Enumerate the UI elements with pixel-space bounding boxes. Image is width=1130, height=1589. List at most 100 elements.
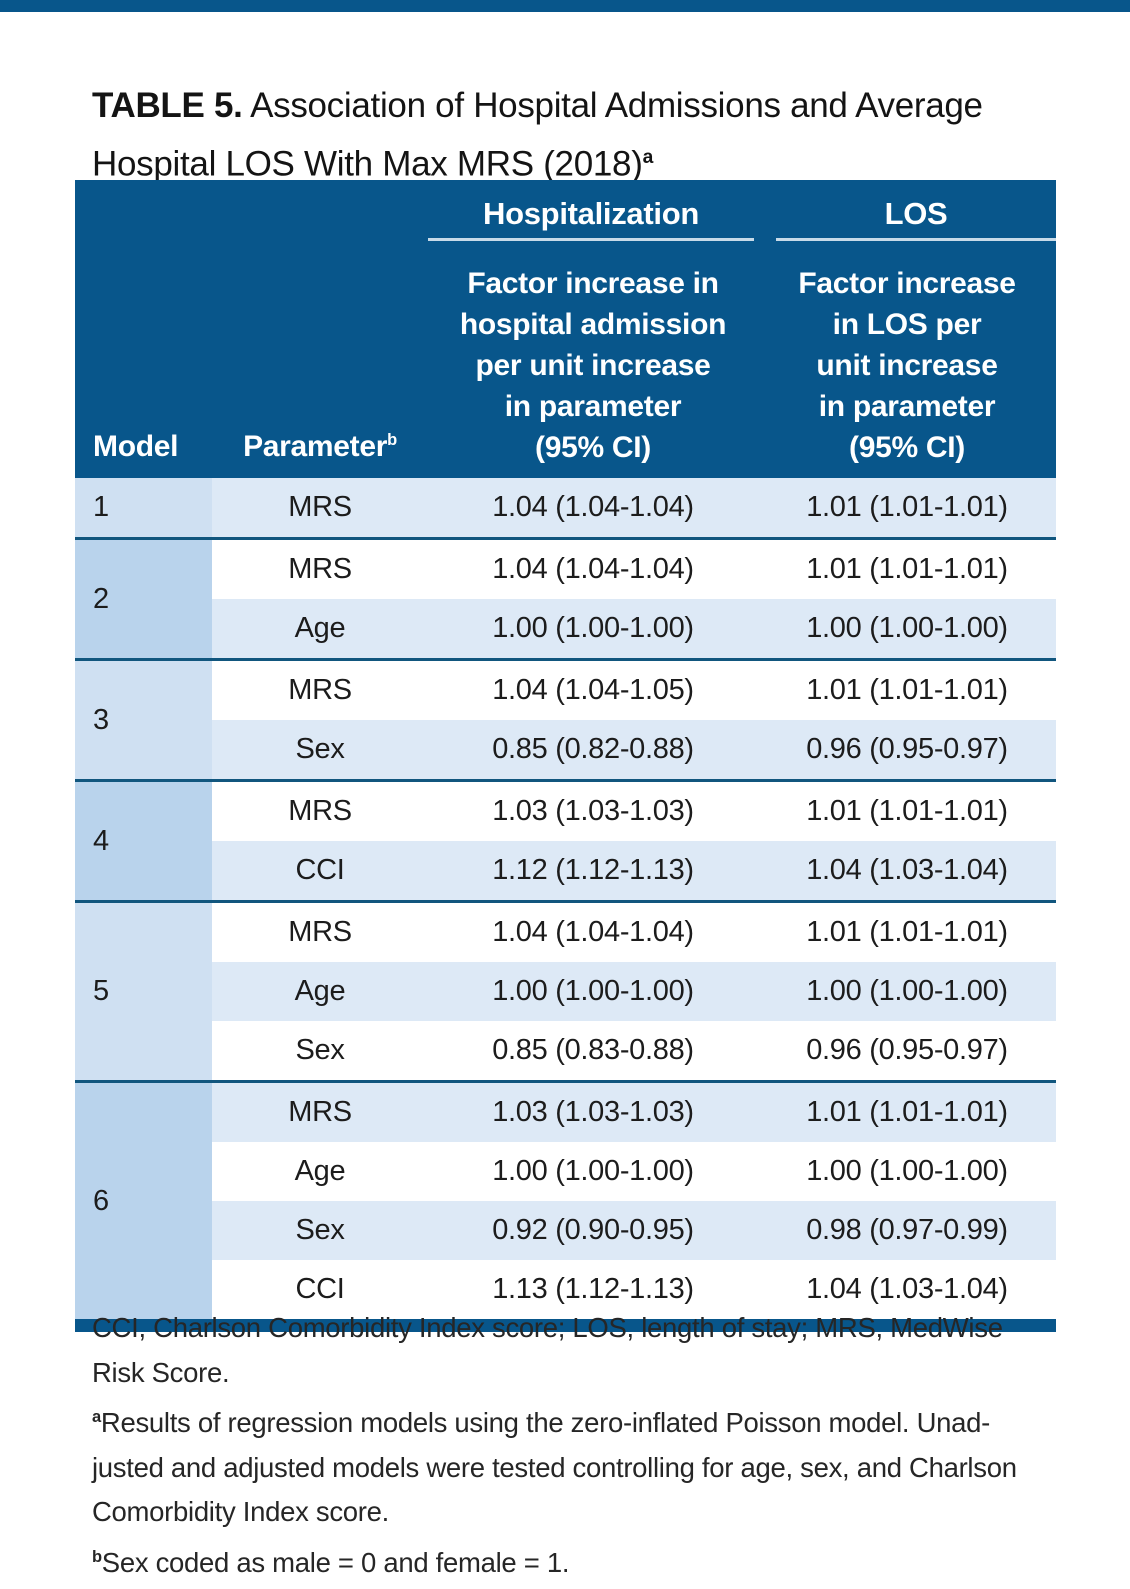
footnote-text: CCI, Charlson Comorbidity Index score; L… [92,1312,1003,1343]
table-row: CCI 1.13 (1.12-1.13) 1.04 (1.03-1.04) [75,1260,1056,1319]
spanner-hospitalization: Hospitalization [428,180,758,241]
table-body: 1 MRS 1.04 (1.04-1.04) 1.01 (1.01-1.01) … [75,478,1056,1332]
hospitalization-value-cell: 1.04 (1.04-1.04) [428,537,758,599]
column-header-hospitalization: Factor increase in hospital admission pe… [428,241,758,478]
parameter-cell: MRS [212,658,428,720]
column-header-model: Model [75,241,212,478]
table-row: 5 MRS 1.04 (1.04-1.04) 1.01 (1.01-1.01) [75,900,1056,1082]
parameter-cell: MRS [212,1080,428,1142]
hospitalization-value-cell: 1.12 (1.12-1.13) [428,841,758,902]
spanner-los: LOS [758,180,1056,241]
footnote-line: justed and adjusted models were tested c… [92,1446,1102,1491]
parameter-cell: Age [212,1142,428,1201]
table-title-text: Association of Hospital Admissions and A… [92,86,983,184]
hospitalization-value-cell: 0.85 (0.83-0.88) [428,1021,758,1082]
footnote-text: Sex coded as male = 0 and female = 1. [101,1546,570,1578]
parameter-cell: MRS [212,478,428,539]
table-row: CCI 1.12 (1.12-1.13) 1.04 (1.03-1.04) [75,841,1056,902]
table-row: 3 MRS 1.04 (1.04-1.05) 1.01 (1.01-1.01) [75,658,1056,781]
table-bottom-rule-row [75,1319,1056,1332]
los-value-cell: 1.01 (1.01-1.01) [758,1080,1056,1142]
footnote-superscript: a [92,1408,101,1426]
hospitalization-value-cell: 1.00 (1.00-1.00) [428,1142,758,1201]
column-header-row: Model Parameterb Factor increase in hosp… [75,241,1056,478]
footnote-line: Comorbidity Index score. [92,1490,1102,1535]
model-cell: 5 [75,900,212,1082]
footnote-text: Risk Score. [92,1356,230,1388]
los-value-cell: 1.00 (1.00-1.00) [758,1142,1056,1201]
column-header-los: Factor increase in LOS per unit increase… [758,241,1056,478]
los-value-cell: 1.04 (1.03-1.04) [758,1260,1056,1319]
los-value-cell: 1.01 (1.01-1.01) [758,779,1056,841]
table-row: 2 MRS 1.04 (1.04-1.04) 1.01 (1.01-1.01) [75,537,1056,660]
table-row: 6 MRS 1.03 (1.03-1.03) 1.01 (1.01-1.01) [75,1080,1056,1319]
los-value-cell: 1.01 (1.01-1.01) [758,658,1056,720]
spanner-row: Hospitalization LOS [75,180,1056,241]
footnote-line: bSex coded as male = 0 and female = 1. [92,1535,1102,1586]
spanner-los-label: LOS [776,180,1056,241]
parameter-cell: Sex [212,1021,428,1082]
hospitalization-value-cell: 1.03 (1.03-1.03) [428,779,758,841]
model-cell: 4 [75,779,212,902]
model-cell: 6 [75,1080,212,1319]
parameter-cell: Sex [212,720,428,781]
los-value-cell: 1.01 (1.01-1.01) [758,537,1056,599]
table-row: 1 MRS 1.04 (1.04-1.04) 1.01 (1.01-1.01) [75,478,1056,539]
column-header-parameter-superscript: b [387,431,397,449]
parameter-cell: MRS [212,779,428,841]
model-cell: 1 [75,478,212,539]
hospitalization-value-cell: 1.04 (1.04-1.05) [428,658,758,720]
los-value-cell: 0.96 (0.95-0.97) [758,720,1056,781]
table-row: Age 1.00 (1.00-1.00) 1.00 (1.00-1.00) [75,1142,1056,1201]
top-rule [0,0,1130,12]
parameter-cell: CCI [212,841,428,902]
footnote-line: CCI, Charlson Comorbidity Index score; L… [92,1306,1102,1351]
data-table: Hospitalization LOS Model Parameterb Fac… [75,180,1056,1332]
hospitalization-value-cell: 1.04 (1.04-1.04) [428,478,758,539]
table-row: Age 1.00 (1.00-1.00) 1.00 (1.00-1.00) [75,599,1056,660]
hospitalization-value-cell: 1.03 (1.03-1.03) [428,1080,758,1142]
hospitalization-value-cell: 1.00 (1.00-1.00) [428,962,758,1021]
parameter-cell: MRS [212,537,428,599]
hospitalization-value-cell: 0.92 (0.90-0.95) [428,1201,758,1260]
table-row: 4 MRS 1.03 (1.03-1.03) 1.01 (1.01-1.01) [75,779,1056,902]
parameter-cell: Age [212,599,428,660]
table-title-superscript: a [642,147,654,168]
column-header-parameter: Parameterb [212,241,428,478]
model-cell: 2 [75,537,212,660]
table-bottom-rule [75,1319,1056,1332]
los-value-cell: 1.04 (1.03-1.04) [758,841,1056,902]
table-header: Hospitalization LOS Model Parameterb Fac… [75,180,1056,478]
table-row: Sex 0.85 (0.82-0.88) 0.96 (0.95-0.97) [75,720,1056,781]
hospitalization-value-cell: 0.85 (0.82-0.88) [428,720,758,781]
model-cell: 3 [75,658,212,781]
table-row: Sex 0.85 (0.83-0.88) 0.96 (0.95-0.97) [75,1021,1056,1082]
footnote-superscript: b [92,1547,102,1566]
spanner-spacer [75,180,428,241]
los-value-cell: 0.98 (0.97-0.99) [758,1201,1056,1260]
table-number-label: TABLE 5. [92,86,243,125]
column-header-parameter-label: Parameter [243,430,388,463]
parameter-cell: Age [212,962,428,1021]
los-value-cell: 0.96 (0.95-0.97) [758,1021,1056,1082]
footnote-text: Comorbidity Index score. [92,1496,389,1528]
table-row: Sex 0.92 (0.90-0.95) 0.98 (0.97-0.99) [75,1201,1056,1260]
table-title: TABLE 5. Association of Hospital Admissi… [92,80,1052,191]
spanner-hospitalization-label: Hospitalization [428,180,754,241]
footnote-text: Results of regression models using the z… [100,1407,991,1439]
los-value-cell: 1.00 (1.00-1.00) [758,962,1056,1021]
footnote-line: aResults of regression models using the … [92,1395,1102,1446]
footnote-line: Risk Score. [92,1351,1102,1396]
footnotes: CCI, Charlson Comorbidity Index score; L… [92,1306,1102,1585]
parameter-cell: Sex [212,1201,428,1260]
los-value-cell: 1.01 (1.01-1.01) [758,900,1056,962]
hospitalization-value-cell: 1.00 (1.00-1.00) [428,599,758,660]
table-row: Age 1.00 (1.00-1.00) 1.00 (1.00-1.00) [75,962,1056,1021]
parameter-cell: CCI [212,1260,428,1319]
hospitalization-value-cell: 1.13 (1.12-1.13) [428,1260,758,1319]
parameter-cell: MRS [212,900,428,962]
footnote-text: justed and adjusted models were tested c… [92,1451,1017,1483]
los-value-cell: 1.01 (1.01-1.01) [758,478,1056,539]
los-value-cell: 1.00 (1.00-1.00) [758,599,1056,660]
